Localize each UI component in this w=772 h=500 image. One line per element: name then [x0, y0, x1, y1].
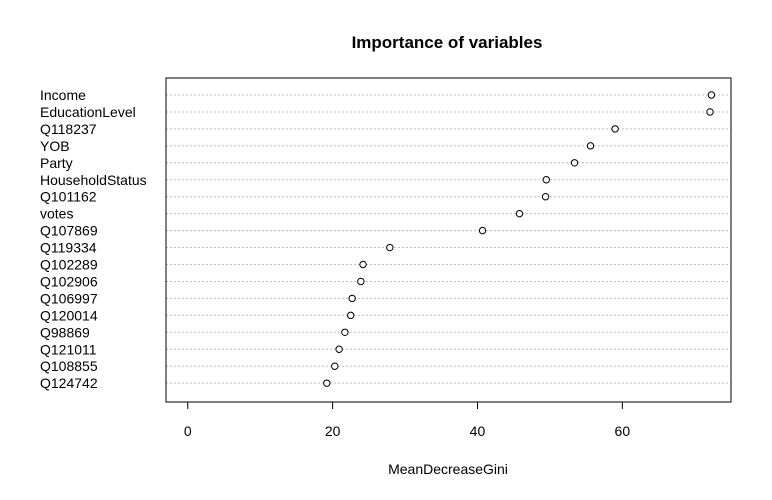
category-label: EducationLevel	[40, 104, 136, 120]
category-label: Q119334	[40, 240, 97, 256]
data-point	[586, 142, 595, 150]
data-point	[341, 328, 349, 336]
category-label: votes	[40, 206, 73, 222]
plot-frame	[165, 77, 732, 403]
data-point	[611, 125, 619, 133]
data-point	[706, 108, 714, 116]
data-point	[478, 226, 487, 235]
category-label: Q118237	[40, 121, 97, 137]
category-label: Q108855	[40, 358, 98, 374]
category-labels: IncomeEducationLevelQ118237YOBPartyHouse…	[40, 87, 147, 391]
category-label: YOB	[40, 138, 70, 154]
x-tick-label: 60	[615, 423, 631, 439]
data-point	[335, 345, 343, 353]
category-label: HouseholdStatus	[40, 172, 147, 188]
category-label: Q101162	[40, 189, 97, 205]
category-label: Q121011	[40, 341, 97, 357]
data-point	[323, 379, 331, 387]
data-point	[347, 311, 355, 320]
category-label: Q124742	[40, 375, 98, 391]
data-point	[570, 159, 579, 167]
data-point	[386, 243, 394, 252]
data-point	[515, 209, 524, 218]
category-label: Q102906	[40, 273, 98, 289]
x-axis: 0 20 40 60	[184, 401, 631, 439]
data-point	[707, 91, 716, 99]
x-tick-label: 40	[470, 423, 486, 439]
category-label: Q107869	[40, 223, 98, 239]
data-point	[359, 260, 367, 269]
x-axis-label: MeanDecreaseGini	[388, 461, 508, 477]
data-point	[541, 193, 550, 201]
category-label: Q98869	[40, 324, 90, 340]
category-label: Party	[40, 155, 73, 171]
x-tick-label: 20	[325, 423, 341, 439]
grid-lines	[166, 94, 731, 384]
x-tick-label: 0	[184, 423, 192, 439]
chart-title: Importance of variables	[352, 33, 543, 52]
data-point	[331, 362, 339, 370]
category-label: Q102289	[40, 257, 98, 273]
category-label: Q120014	[40, 307, 98, 323]
data-point	[357, 277, 365, 286]
category-label: Income	[40, 87, 86, 103]
data-point	[348, 294, 356, 303]
data-point	[542, 176, 550, 184]
data-points	[323, 91, 716, 387]
category-label: Q106997	[40, 290, 98, 306]
